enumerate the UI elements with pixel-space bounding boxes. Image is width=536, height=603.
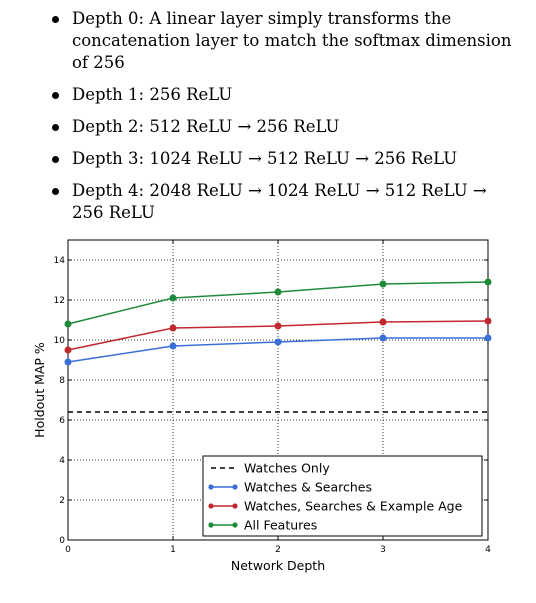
data-point bbox=[169, 324, 177, 332]
legend-marker bbox=[232, 503, 238, 509]
data-point bbox=[274, 288, 282, 296]
data-point bbox=[169, 342, 177, 350]
data-point bbox=[64, 346, 72, 354]
x-axis-label: Network Depth bbox=[231, 558, 325, 573]
legend-label: Watches, Searches & Example Age bbox=[244, 499, 463, 514]
data-point bbox=[484, 334, 492, 342]
depth-list: Depth 0: A linear layer simply transform… bbox=[48, 8, 518, 234]
data-point bbox=[274, 322, 282, 330]
chart-container: 0 1 2 3 4 0 2 4 6 8 10 12 14 Network Depth Holdout MAP… bbox=[0, 228, 536, 598]
list-item: Depth 3: 1024 ReLU → 512 ReLU → 256 ReLU bbox=[48, 148, 518, 170]
y-tick-label: 10 bbox=[54, 336, 66, 346]
data-point bbox=[379, 334, 387, 342]
legend-marker bbox=[232, 522, 238, 528]
data-point bbox=[379, 280, 387, 288]
y-tick-label: 14 bbox=[54, 256, 66, 266]
x-tick-label: 1 bbox=[170, 545, 176, 555]
list-item-text: Depth 2: 512 ReLU → 256 ReLU bbox=[72, 117, 340, 136]
legend-marker bbox=[208, 503, 214, 509]
y-tick-label: 12 bbox=[54, 296, 65, 306]
legend-box bbox=[202, 455, 483, 537]
bullet-icon bbox=[52, 92, 59, 99]
y-tick-label: 4 bbox=[59, 456, 65, 466]
bullet-icon bbox=[52, 156, 59, 163]
list-item-text: Depth 0: A linear layer simply transform… bbox=[72, 9, 512, 72]
list-item: Depth 0: A linear layer simply transform… bbox=[48, 8, 518, 74]
data-point bbox=[379, 318, 387, 326]
x-tick-label: 2 bbox=[275, 545, 281, 555]
x-tick-label: 4 bbox=[485, 545, 491, 555]
legend-label: Watches & Searches bbox=[244, 480, 372, 495]
y-tick-label: 8 bbox=[59, 376, 65, 386]
y-axis-label: Holdout MAP % bbox=[32, 342, 47, 438]
data-point bbox=[484, 317, 492, 325]
data-point bbox=[64, 358, 72, 366]
list-item: Depth 1: 256 ReLU bbox=[48, 84, 518, 106]
x-tick-label: 0 bbox=[65, 545, 71, 555]
data-point bbox=[169, 294, 177, 302]
y-tick-label: 6 bbox=[59, 416, 65, 426]
list-item-text: Depth 4: 2048 ReLU → 1024 ReLU → 512 ReL… bbox=[72, 181, 487, 222]
data-point bbox=[64, 320, 72, 328]
legend-marker bbox=[208, 484, 214, 490]
list-item-text: Depth 3: 1024 ReLU → 512 ReLU → 256 ReLU bbox=[72, 149, 458, 168]
legend-label: Watches Only bbox=[244, 461, 330, 476]
bullet-icon bbox=[52, 124, 59, 131]
legend-label: All Features bbox=[244, 518, 317, 533]
y-tick-label: 0 bbox=[59, 536, 65, 546]
legend-marker bbox=[232, 484, 238, 490]
data-point bbox=[484, 278, 492, 286]
bullet-icon bbox=[52, 16, 59, 23]
list-item-text: Depth 1: 256 ReLU bbox=[72, 85, 233, 104]
data-point bbox=[274, 338, 282, 346]
y-tick-label: 2 bbox=[59, 496, 65, 506]
x-tick-label: 3 bbox=[380, 545, 386, 555]
list-item: Depth 4: 2048 ReLU → 1024 ReLU → 512 ReL… bbox=[48, 180, 518, 224]
legend-marker bbox=[208, 522, 214, 528]
list-item: Depth 2: 512 ReLU → 256 ReLU bbox=[48, 116, 518, 138]
bullet-icon bbox=[52, 188, 59, 195]
